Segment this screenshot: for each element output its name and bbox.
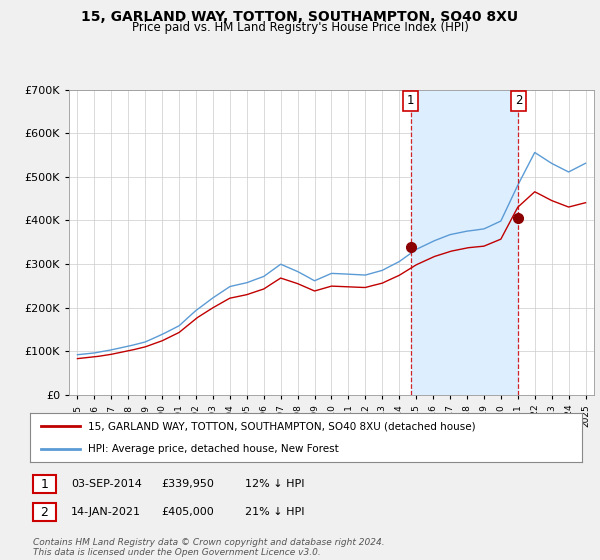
Bar	[410, 90, 518, 395]
Text: 2: 2	[515, 94, 522, 107]
Text: 1: 1	[40, 478, 49, 491]
Text: 12% ↓ HPI: 12% ↓ HPI	[245, 479, 304, 489]
Text: 14-JAN-2021: 14-JAN-2021	[71, 507, 141, 517]
Text: Price paid vs. HM Land Registry's House Price Index (HPI): Price paid vs. HM Land Registry's House …	[131, 21, 469, 34]
Text: £405,000: £405,000	[161, 507, 214, 517]
Text: 15, GARLAND WAY, TOTTON, SOUTHAMPTON, SO40 8XU (detached house): 15, GARLAND WAY, TOTTON, SOUTHAMPTON, SO…	[88, 421, 476, 431]
Text: Contains HM Land Registry data © Crown copyright and database right 2024.
This d: Contains HM Land Registry data © Crown c…	[33, 538, 385, 557]
Text: 15, GARLAND WAY, TOTTON, SOUTHAMPTON, SO40 8XU: 15, GARLAND WAY, TOTTON, SOUTHAMPTON, SO…	[82, 10, 518, 24]
Text: HPI: Average price, detached house, New Forest: HPI: Average price, detached house, New …	[88, 444, 339, 454]
Text: 2: 2	[40, 506, 49, 519]
Text: 03-SEP-2014: 03-SEP-2014	[71, 479, 142, 489]
Text: 21% ↓ HPI: 21% ↓ HPI	[245, 507, 304, 517]
Text: £339,950: £339,950	[161, 479, 214, 489]
Text: 1: 1	[407, 94, 415, 107]
